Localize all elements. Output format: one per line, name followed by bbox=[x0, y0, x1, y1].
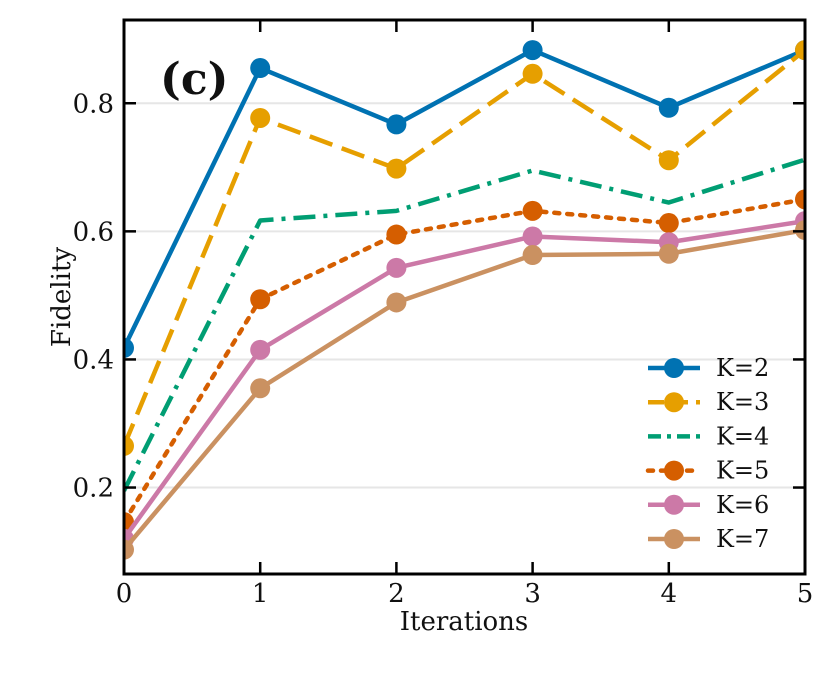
legend-item-1: K=2 bbox=[648, 354, 769, 382]
legend-label-2: K=3 bbox=[716, 388, 769, 416]
point-6-0 bbox=[124, 539, 134, 560]
legend-label-4: K=5 bbox=[716, 457, 769, 485]
series-line-5 bbox=[124, 218, 805, 541]
grid-lines bbox=[124, 102, 805, 489]
point-6-1 bbox=[250, 378, 271, 399]
series-line-6 bbox=[124, 227, 805, 552]
x-tick-label-0: 0 bbox=[116, 579, 133, 609]
axis-ticks: 0 1 2 3 4 5 0.2 0.4 0.6 0.8 bbox=[73, 20, 814, 609]
legend-marker-6 bbox=[664, 529, 684, 549]
legend-label-3: K=4 bbox=[716, 422, 769, 450]
point-4-5 bbox=[795, 189, 805, 210]
point-2-1 bbox=[250, 107, 271, 128]
point-5-3 bbox=[522, 226, 543, 247]
series-3 bbox=[124, 157, 805, 492]
legend-item-6: K=7 bbox=[648, 525, 769, 553]
point-2-0 bbox=[124, 435, 134, 456]
point-6-3 bbox=[522, 245, 543, 266]
series-line-3 bbox=[124, 157, 805, 492]
x-axis-title: Iterations bbox=[400, 607, 529, 637]
y-tick-label-3: 0.8 bbox=[73, 89, 114, 119]
legend-label-1: K=2 bbox=[716, 354, 769, 382]
series-6 bbox=[124, 220, 805, 560]
legend-marker-2 bbox=[664, 392, 684, 413]
series-2 bbox=[124, 40, 805, 456]
legend-label-6: K=7 bbox=[716, 525, 769, 553]
legend-item-5: K=6 bbox=[648, 491, 769, 519]
y-tick-label-1: 0.4 bbox=[73, 345, 114, 375]
point-1-3 bbox=[522, 40, 543, 61]
legend-item-2: K=3 bbox=[648, 388, 769, 416]
legend-item-4: K=5 bbox=[645, 457, 769, 485]
plot-frame bbox=[122, 18, 807, 576]
x-tick-label-3: 3 bbox=[524, 579, 541, 609]
point-6-4 bbox=[658, 243, 679, 264]
y-axis-title: Fidelity bbox=[47, 247, 77, 347]
legend-marker-5 bbox=[664, 494, 684, 515]
series-line-4 bbox=[124, 197, 805, 525]
x-tick-label-2: 2 bbox=[388, 579, 405, 609]
legend: K=2 K=3 K=4 K=5 K=6 K=7 bbox=[645, 354, 769, 553]
x-tick-label-1: 1 bbox=[252, 579, 269, 609]
point-4-1 bbox=[250, 289, 271, 310]
point-6-2 bbox=[386, 292, 407, 313]
point-1-0 bbox=[124, 337, 134, 358]
x-tick-label-4: 4 bbox=[661, 579, 678, 609]
point-6-5 bbox=[795, 220, 805, 241]
point-4-2 bbox=[386, 224, 407, 245]
point-5-2 bbox=[386, 257, 407, 278]
y-tick-label-0: 0.2 bbox=[73, 474, 114, 504]
x-tick-label-5: 5 bbox=[797, 579, 814, 609]
point-1-4 bbox=[658, 97, 679, 118]
point-5-1 bbox=[250, 339, 271, 360]
legend-item-3: K=4 bbox=[648, 422, 769, 450]
point-4-3 bbox=[522, 200, 543, 221]
point-4-4 bbox=[658, 213, 679, 234]
point-2-5 bbox=[795, 40, 805, 61]
series-line-1 bbox=[124, 47, 805, 349]
series-4 bbox=[124, 189, 805, 533]
series-5 bbox=[124, 211, 805, 549]
point-2-2 bbox=[386, 158, 407, 179]
y-tick-label-2: 0.6 bbox=[73, 217, 114, 247]
series-line-2 bbox=[124, 48, 805, 447]
point-2-4 bbox=[658, 150, 679, 171]
legend-marker-4 bbox=[664, 460, 684, 481]
point-1-2 bbox=[386, 114, 407, 135]
legend-label-5: K=6 bbox=[716, 491, 769, 519]
panel-label: (c) bbox=[160, 54, 228, 105]
point-2-3 bbox=[522, 63, 543, 84]
point-1-1 bbox=[250, 58, 271, 79]
series-layer bbox=[124, 40, 805, 560]
legend-marker-1 bbox=[664, 358, 684, 378]
